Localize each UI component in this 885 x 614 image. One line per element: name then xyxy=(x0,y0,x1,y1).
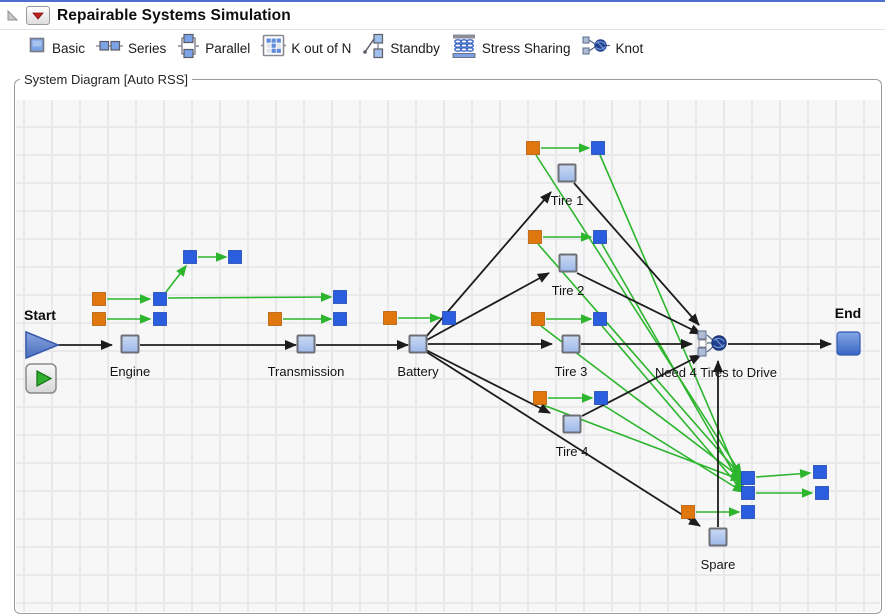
toolbar-item-series[interactable]: Series xyxy=(96,39,166,58)
red-triangle-menu-button[interactable] xyxy=(26,6,50,25)
window-accent-line xyxy=(0,0,885,2)
series-icon xyxy=(96,39,124,58)
toolbar-item-standby[interactable]: Standby xyxy=(362,33,440,64)
knot-icon xyxy=(581,35,611,61)
toolbar-label: Series xyxy=(128,40,167,56)
toolbar-label: Knot xyxy=(615,40,644,56)
toolbar-label: K out of N xyxy=(291,40,352,56)
toolbar-label: Parallel xyxy=(205,40,251,56)
disclosure-triangle-icon[interactable] xyxy=(6,9,19,22)
toolbar-item-parallel[interactable]: Parallel xyxy=(177,33,250,64)
stress-sharing-icon xyxy=(451,33,477,64)
parallel-icon xyxy=(177,33,200,64)
toolbar-item-basic[interactable]: Basic xyxy=(28,36,85,60)
report-header: Repairable Systems Simulation xyxy=(0,2,885,30)
page-title: Repairable Systems Simulation xyxy=(57,6,291,24)
toolbar-item-stress-sharing[interactable]: Stress Sharing xyxy=(451,33,571,64)
toolbar-label: Basic xyxy=(52,40,86,56)
panel-title: System Diagram [Auto RSS] xyxy=(20,72,192,87)
basic-icon xyxy=(28,36,47,60)
red-triangle-icon xyxy=(32,12,44,20)
toolbar-label: Stress Sharing xyxy=(481,40,571,56)
toolbar-item-koutofn[interactable]: K out of N xyxy=(261,33,351,63)
diagram-grid-canvas[interactable] xyxy=(16,100,880,612)
toolbar-label: Standby xyxy=(390,40,440,56)
toolbar-item-knot[interactable]: Knot xyxy=(581,35,643,61)
k-out-of-n-icon xyxy=(261,33,287,63)
block-toolbar: Basic Series Parallel K out of N Standby xyxy=(0,30,885,66)
standby-icon xyxy=(362,33,385,64)
system-diagram-panel: System Diagram [Auto RSS] xyxy=(14,72,882,614)
